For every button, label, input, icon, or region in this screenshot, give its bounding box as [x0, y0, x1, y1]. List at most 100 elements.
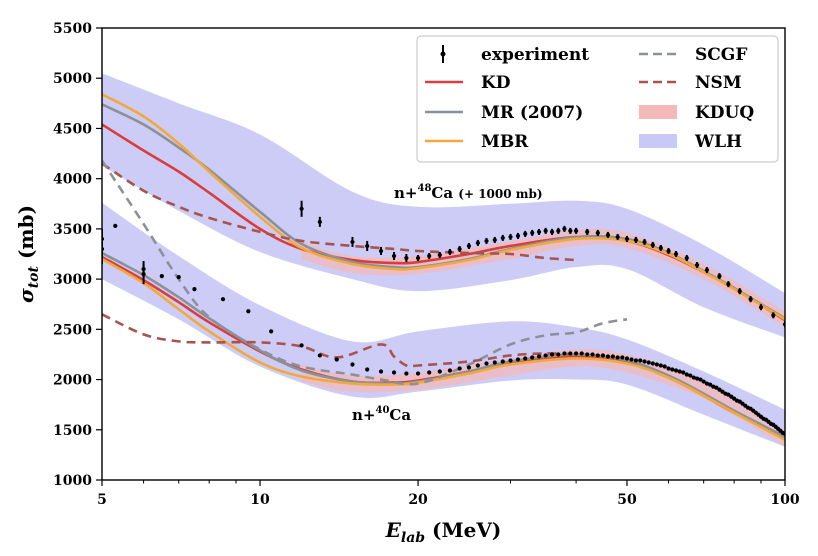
y-tick-label: 5500 — [53, 21, 92, 37]
data-point-n40ca — [698, 377, 703, 382]
data-point-n48ca — [605, 232, 611, 238]
legend-label: SCGF — [695, 45, 747, 65]
data-point-n48ca — [404, 255, 409, 261]
x-axis-title: Elab (MeV) — [385, 518, 502, 546]
data-point-n48ca — [595, 230, 600, 236]
data-point-n40ca — [530, 355, 535, 360]
data-point-n40ca — [684, 372, 689, 377]
data-point-n40ca — [633, 358, 639, 363]
band-wlh-n40ca — [102, 202, 785, 447]
data-point-n40ca — [662, 364, 667, 369]
data-point-n48ca — [666, 248, 671, 254]
y-tick-label: 2500 — [53, 322, 92, 338]
data-point-n48ca — [475, 240, 480, 246]
data-point-n48ca — [624, 236, 630, 242]
data-point-n40ca — [159, 273, 164, 279]
data-point-n40ca — [720, 389, 725, 394]
legend-point-icon — [440, 51, 446, 57]
data-point-n48ca — [365, 243, 370, 249]
data-point-n40ca — [484, 361, 489, 366]
data-point-n48ca — [492, 237, 497, 243]
data-point-n40ca — [670, 367, 675, 372]
legend-label: WLH — [694, 132, 742, 152]
data-point-n48ca — [523, 231, 528, 237]
annotation-n40ca: n+40Ca — [352, 405, 411, 424]
data-point-n40ca — [681, 370, 686, 375]
legend-label: experiment — [481, 45, 589, 65]
data-point-n48ca — [737, 289, 742, 294]
data-point-n40ca — [246, 309, 251, 314]
data-point-n48ca — [536, 229, 542, 235]
plot-frame — [101, 27, 786, 481]
data-point-n40ca — [610, 354, 615, 359]
axis-ticks: 5 10 20 50 100 1000 1500 2000 2500 3000 3500 4000 45… — [53, 21, 800, 508]
data-point-n48ca — [484, 238, 489, 244]
data-point-n40ca — [404, 371, 409, 376]
data-point-n40ca — [536, 354, 542, 359]
legend-experiment: experiment — [440, 45, 589, 65]
data-point-n40ca — [590, 352, 595, 357]
data-point-n40ca — [714, 385, 719, 390]
data-point-n48ca — [684, 255, 689, 261]
data-point-n40ca — [658, 363, 663, 368]
legend-mr2007: MR (2007) — [425, 103, 583, 123]
data-point-n40ca — [492, 360, 497, 365]
data-point-n40ca — [642, 359, 647, 364]
data-point-n48ca — [650, 242, 655, 248]
y-tick-label: 1500 — [53, 423, 92, 439]
y-tick-label: 1000 — [53, 473, 92, 489]
data-point-n48ca — [642, 239, 647, 245]
y-tick-label: 2000 — [53, 373, 92, 389]
y-tick-label: 4000 — [53, 172, 92, 188]
data-point-n40ca — [220, 297, 226, 302]
data-point-n40ca — [549, 352, 555, 357]
data-point-n48ca — [415, 255, 421, 261]
band-wlh-n48ca — [102, 73, 785, 338]
legend: experiment KD MR (2007) MBR SCGF NSM KDUQ WLH — [416, 35, 779, 163]
data-point-n40ca — [600, 353, 606, 358]
data-point-n48ca — [694, 262, 700, 268]
data-point-n40ca — [650, 361, 655, 366]
data-point-n40ca — [694, 376, 700, 381]
data-point-n48ca — [704, 267, 710, 273]
data-point-n48ca — [350, 239, 355, 245]
data-point-n40ca — [654, 362, 659, 367]
data-point-n40ca — [717, 387, 722, 392]
y-tick-label: 5000 — [53, 71, 92, 87]
legend-label: KDUQ — [695, 103, 754, 123]
data-point-n40ca — [334, 357, 339, 362]
annotation-n48ca: n+48Ca (+ 1000 mb) — [394, 183, 543, 202]
legend-kduq: KDUQ — [639, 103, 754, 123]
legend-label: KD — [481, 73, 511, 93]
legend-kd: KD — [425, 73, 511, 93]
data-point-n48ca — [508, 234, 513, 240]
data-point-n48ca — [658, 245, 663, 251]
data-point-n40ca — [562, 351, 567, 356]
data-point-n40ca — [629, 357, 634, 362]
data-point-n48ca — [457, 246, 462, 252]
legend-band-icon — [639, 105, 677, 119]
data-point-n40ca — [704, 381, 710, 386]
data-point-n48ca — [726, 282, 731, 287]
annotations: n+48Ca (+ 1000 mb) n+40Ca — [352, 183, 543, 424]
data-point-n40ca — [573, 351, 579, 356]
legend-wlh: WLH — [639, 132, 742, 152]
data-point-n40ca — [141, 266, 146, 272]
data-point-n48ca — [515, 233, 521, 239]
data-point-n40ca — [595, 353, 600, 358]
data-point-n40ca — [365, 367, 370, 372]
x-tick-label: 100 — [770, 492, 799, 508]
legend-label: MR (2007) — [481, 103, 583, 123]
data-point-n40ca — [708, 382, 713, 387]
data-point-n48ca — [568, 228, 573, 233]
data-point-n40ca — [646, 360, 651, 365]
data-point-n48ca — [573, 228, 579, 233]
legend-box — [416, 35, 779, 163]
data-point-n40ca — [508, 358, 513, 363]
legend-scgf: SCGF — [639, 45, 747, 65]
data-point-n40ca — [556, 352, 561, 357]
y-tick-label: 3500 — [53, 222, 92, 238]
data-point-n40ca — [543, 353, 548, 358]
data-point-n48ca — [615, 234, 620, 240]
legend-label: NSM — [695, 73, 742, 93]
